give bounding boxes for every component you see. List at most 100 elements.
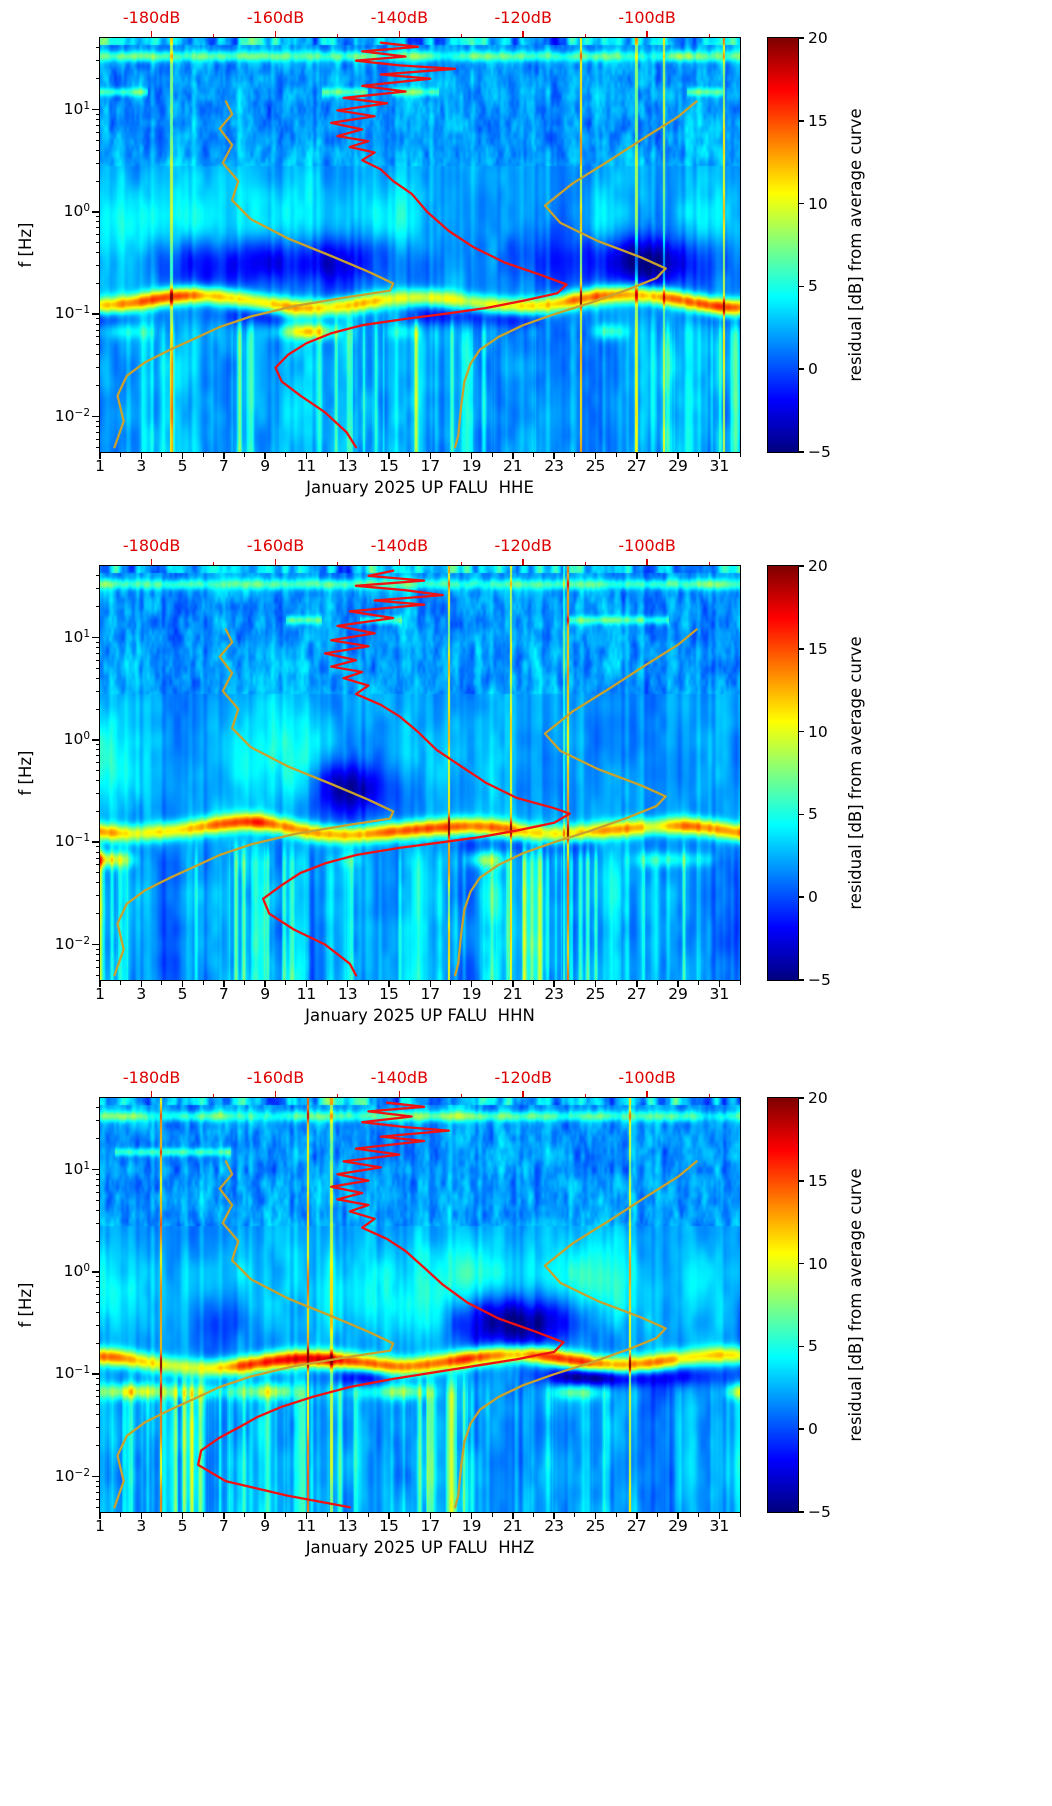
- colorbar-tick: [799, 120, 804, 122]
- colorbar-tick-label: 15: [808, 1171, 828, 1190]
- x-minor-tick: [409, 1513, 411, 1517]
- x-tick-label: 3: [136, 457, 147, 475]
- x-tick: [718, 981, 721, 987]
- high-noise-model-curve: [453, 628, 698, 977]
- x-tick-label: 31: [709, 1517, 730, 1535]
- top-db-tick-label: -140dB: [370, 8, 429, 27]
- spectrogram-heatmap: [100, 38, 740, 452]
- colorbar-tick-label: 15: [808, 111, 828, 130]
- x-tick: [718, 1513, 721, 1519]
- x-minor-tick: [656, 1513, 658, 1517]
- colorbar: [767, 37, 799, 453]
- plot-area: [99, 1097, 741, 1513]
- y-tick-exponent: −1: [74, 1364, 90, 1377]
- colorbar-label: residual [dB] from average curve: [846, 1168, 865, 1442]
- plot-area: [99, 37, 741, 453]
- x-tick-label: 11: [296, 985, 317, 1003]
- x-tick: [223, 1513, 225, 1519]
- x-tick-label: 17: [420, 985, 441, 1003]
- x-minor-tick: [656, 453, 658, 457]
- colorbar-tick-label: 10: [808, 722, 828, 741]
- x-tick: [594, 981, 597, 987]
- x-tick: [140, 981, 143, 987]
- y-tick-label: 10−2: [54, 934, 90, 953]
- x-minor-tick: [698, 1513, 700, 1517]
- top-db-tick-label: -160dB: [246, 8, 305, 27]
- x-minor-tick: [367, 453, 369, 457]
- spectrogram-panel-HHE: f [Hz] January 2025 UP FALU HHE residual…: [0, 0, 1052, 505]
- high-noise-model-curve: [453, 1160, 698, 1509]
- x-minor-tick: [202, 453, 204, 457]
- y-tick-exponent: 0: [83, 1261, 90, 1274]
- y-tick: [92, 1271, 99, 1273]
- colorbar-tick-label: 20: [808, 557, 828, 575]
- colorbar-tick: [799, 368, 804, 370]
- x-tick: [636, 981, 638, 987]
- x-tick: [718, 453, 721, 459]
- colorbar-tick: [799, 1511, 804, 1513]
- colorbar-tick-label: 0: [808, 360, 818, 379]
- x-tick: [429, 453, 432, 459]
- y-tick-exponent: 0: [83, 729, 90, 742]
- colorbar-tick-label: 20: [808, 29, 828, 47]
- x-tick: [512, 453, 514, 459]
- x-tick: [553, 453, 555, 459]
- x-tick: [512, 1513, 514, 1519]
- x-minor-tick: [533, 1513, 535, 1517]
- x-tick: [305, 1513, 308, 1519]
- colorbar-tick-label: 5: [808, 1337, 818, 1356]
- x-tick: [553, 981, 555, 987]
- x-tick-label: 3: [136, 985, 147, 1003]
- x-tick-label: 29: [668, 457, 688, 475]
- y-tick-label: 101: [63, 627, 90, 646]
- top-db-tick-label: -100dB: [618, 1068, 676, 1087]
- colorbar-tick: [799, 813, 804, 816]
- y-tick: [92, 415, 99, 418]
- x-tick-label: 29: [668, 985, 688, 1003]
- colorbar: [767, 565, 799, 981]
- colorbar-tick-label: 5: [808, 805, 818, 824]
- colorbar-tick: [799, 1345, 804, 1348]
- y-tick-exponent: 1: [83, 1159, 90, 1172]
- colorbar-tick: [799, 565, 804, 567]
- x-tick: [388, 1513, 390, 1519]
- colorbar-tick: [799, 1428, 804, 1430]
- x-minor-tick: [285, 981, 287, 985]
- x-tick-label: 11: [296, 1517, 317, 1535]
- colorbar-tick-label: −5: [808, 443, 831, 461]
- x-tick: [140, 1513, 143, 1519]
- x-tick-label: 13: [337, 1517, 358, 1535]
- x-minor-tick: [161, 1513, 163, 1517]
- colorbar-tick: [799, 37, 804, 39]
- x-tick-label: 9: [260, 1517, 271, 1535]
- colorbar-tick-label: 10: [808, 194, 828, 213]
- x-minor-tick: [244, 453, 246, 457]
- y-tick-exponent: −2: [74, 934, 90, 947]
- x-minor-tick: [615, 453, 617, 457]
- x-tick-label: 9: [260, 985, 271, 1003]
- x-tick-label: 29: [668, 1517, 688, 1535]
- x-tick-label: 23: [544, 457, 565, 475]
- top-db-tick-label: -180dB: [122, 536, 181, 555]
- x-tick-label: 13: [337, 985, 358, 1003]
- x-tick: [99, 981, 101, 987]
- x-minor-tick: [120, 453, 122, 457]
- y-tick-label: 101: [63, 99, 90, 118]
- y-tick-exponent: −1: [74, 832, 90, 845]
- x-tick: [305, 981, 308, 987]
- y-tick-exponent: 1: [83, 99, 90, 112]
- x-minor-tick: [326, 981, 328, 985]
- x-tick-label: 9: [260, 457, 271, 475]
- x-tick-label: 25: [585, 457, 606, 475]
- psd-curves-overlay: [113, 569, 698, 977]
- colorbar-tick: [799, 979, 804, 981]
- x-tick: [636, 453, 638, 459]
- x-tick: [677, 981, 679, 987]
- top-db-tick-label: -120dB: [494, 1068, 552, 1087]
- low-noise-model-curve: [113, 1160, 395, 1509]
- x-minor-tick: [615, 981, 617, 985]
- spectrogram-panel-HHZ: f [Hz] January 2025 UP FALU HHZ residual…: [0, 1060, 1052, 1565]
- x-minor-tick: [698, 981, 700, 985]
- x-tick-label: 19: [461, 457, 482, 475]
- x-tick: [470, 981, 473, 987]
